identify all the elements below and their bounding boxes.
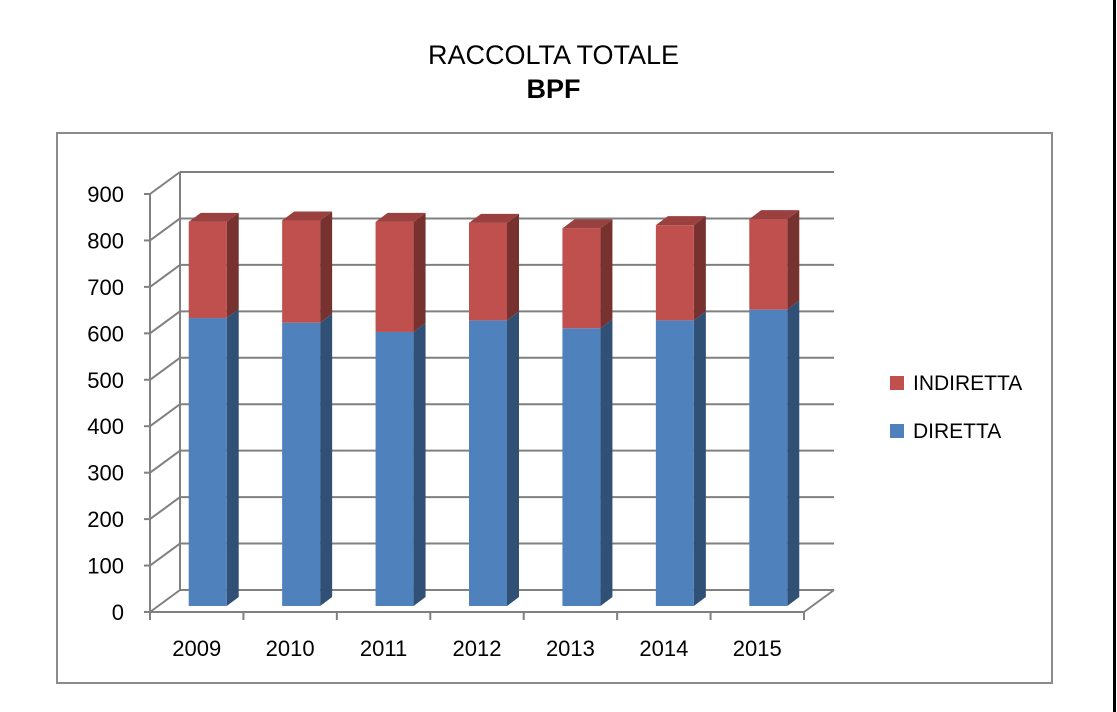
y-tick-label: 500 xyxy=(87,368,124,393)
gridline-connector xyxy=(149,449,181,474)
bar-diretta-2011 xyxy=(375,331,414,606)
bar-top-2015 xyxy=(749,210,800,220)
bar-top-2012 xyxy=(469,213,519,223)
bar-side-diretta-2013 xyxy=(600,319,613,606)
bar-indiretta-2015 xyxy=(749,219,788,310)
y-tick-label: 200 xyxy=(87,507,124,532)
bar-side-indiretta-2013 xyxy=(600,219,613,329)
bar-side-indiretta-2009 xyxy=(226,212,239,319)
legend-swatch-diretta xyxy=(890,424,904,438)
legend-label-indiretta: INDIRETTA xyxy=(913,372,1022,395)
chart-title: RACCOLTA TOTALE xyxy=(427,40,680,70)
bar-side-indiretta-2015 xyxy=(787,210,800,310)
gridline-connector xyxy=(149,356,181,381)
gridline-connector xyxy=(149,171,181,195)
gridline-connector xyxy=(149,542,181,567)
gridline-connector xyxy=(149,264,181,288)
x-tick-label: 2011 xyxy=(360,636,407,661)
bar-indiretta-2012 xyxy=(469,222,507,321)
bar-diretta-2013 xyxy=(562,328,601,606)
bar-diretta-2015 xyxy=(749,309,788,606)
y-tick-label: 800 xyxy=(87,228,124,253)
bar-side-diretta-2010 xyxy=(320,313,333,606)
bar-side-diretta-2011 xyxy=(413,322,426,606)
legend-label-diretta: DIRETTA xyxy=(913,420,1001,443)
gridline-connector xyxy=(149,217,181,242)
bar-top-2013 xyxy=(562,219,613,229)
bar-top-2009 xyxy=(188,212,239,222)
bar-top-2014 xyxy=(655,216,706,226)
y-tick-label: 0 xyxy=(112,600,124,625)
bar-side-diretta-2009 xyxy=(226,309,239,606)
y-tick-label: 400 xyxy=(87,414,124,439)
y-tick-label: 100 xyxy=(87,554,124,579)
chart-title-block: RACCOLTA TOTALE BPF xyxy=(0,38,1107,106)
bar-indiretta-2009 xyxy=(188,221,227,319)
bar-diretta-2009 xyxy=(188,318,227,606)
y-tick-label: 300 xyxy=(87,461,124,486)
bar-top-2011 xyxy=(375,212,426,222)
bar-side-indiretta-2012 xyxy=(507,213,519,321)
x-tick-label: 2009 xyxy=(172,636,221,661)
bar-side-indiretta-2011 xyxy=(413,212,426,332)
legend-swatch-indiretta xyxy=(890,376,904,390)
x-tick-label: 2012 xyxy=(453,636,502,661)
gridline-connector xyxy=(149,403,181,428)
bar-side-diretta-2014 xyxy=(693,311,706,606)
bar-indiretta-2014 xyxy=(655,225,694,321)
chart-subtitle: BPF xyxy=(526,74,581,104)
bar-side-diretta-2015 xyxy=(787,300,800,606)
bar-diretta-2014 xyxy=(655,320,694,606)
bar-side-diretta-2012 xyxy=(507,311,519,606)
bar-side-indiretta-2014 xyxy=(693,216,706,321)
x-tick-label: 2014 xyxy=(639,636,688,661)
y-tick-label: 900 xyxy=(87,182,124,207)
bar-diretta-2012 xyxy=(469,320,507,606)
bar-indiretta-2010 xyxy=(282,220,321,323)
y-tick-label: 700 xyxy=(87,275,124,300)
gridline-connector xyxy=(149,496,181,520)
plot-area-border xyxy=(56,132,1053,684)
x-tick-label: 2015 xyxy=(733,636,782,661)
bar-side-indiretta-2010 xyxy=(320,211,333,323)
bar-indiretta-2013 xyxy=(562,228,601,329)
bar-diretta-2010 xyxy=(282,322,321,606)
y-tick-label: 600 xyxy=(87,321,124,346)
x-tick-label: 2010 xyxy=(266,636,315,661)
gridline-connector xyxy=(149,589,181,613)
gridline-connector xyxy=(149,310,181,335)
bar-top-2010 xyxy=(282,211,333,221)
bar-indiretta-2011 xyxy=(375,221,414,332)
x-tick-label: 2013 xyxy=(546,636,595,661)
right-edge-rule xyxy=(1113,0,1116,712)
x-axis-floor-side xyxy=(803,589,835,613)
